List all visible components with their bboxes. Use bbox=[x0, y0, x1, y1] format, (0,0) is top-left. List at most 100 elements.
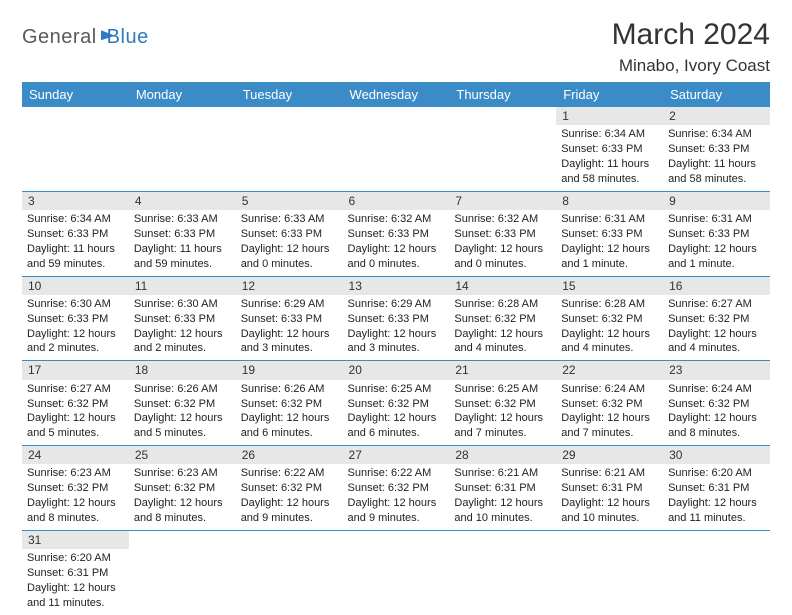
calendar-week-row: 31Sunrise: 6:20 AMSunset: 6:31 PMDayligh… bbox=[22, 530, 770, 614]
calendar-day-cell: 3Sunrise: 6:34 AMSunset: 6:33 PMDaylight… bbox=[22, 191, 129, 276]
sunset-line: Sunset: 6:32 PM bbox=[241, 397, 338, 412]
day-number-bar bbox=[449, 107, 556, 125]
day-number-bar bbox=[449, 531, 556, 549]
day-number: 2 bbox=[663, 107, 770, 125]
calendar-day-cell bbox=[556, 530, 663, 614]
calendar-day-cell: 19Sunrise: 6:26 AMSunset: 6:32 PMDayligh… bbox=[236, 361, 343, 446]
calendar-day-cell: 2Sunrise: 6:34 AMSunset: 6:33 PMDaylight… bbox=[663, 107, 770, 191]
sunset-line: Sunset: 6:32 PM bbox=[27, 397, 124, 412]
calendar-day-cell: 13Sunrise: 6:29 AMSunset: 6:33 PMDayligh… bbox=[343, 276, 450, 361]
sunrise-line: Sunrise: 6:23 AM bbox=[27, 466, 124, 481]
day-number: 14 bbox=[449, 277, 556, 295]
day-number: 13 bbox=[343, 277, 450, 295]
day-number: 15 bbox=[556, 277, 663, 295]
sunrise-line: Sunrise: 6:31 AM bbox=[668, 212, 765, 227]
day-number: 6 bbox=[343, 192, 450, 210]
sunrise-line: Sunrise: 6:24 AM bbox=[561, 382, 658, 397]
day-content: Sunrise: 6:29 AMSunset: 6:33 PMDaylight:… bbox=[236, 295, 343, 360]
calendar-day-cell: 16Sunrise: 6:27 AMSunset: 6:32 PMDayligh… bbox=[663, 276, 770, 361]
calendar-day-cell bbox=[449, 530, 556, 614]
calendar-day-cell: 25Sunrise: 6:23 AMSunset: 6:32 PMDayligh… bbox=[129, 446, 236, 531]
weekday-header: Sunday bbox=[22, 82, 129, 107]
sunset-line: Sunset: 6:32 PM bbox=[454, 397, 551, 412]
calendar-day-cell: 18Sunrise: 6:26 AMSunset: 6:32 PMDayligh… bbox=[129, 361, 236, 446]
sunrise-line: Sunrise: 6:25 AM bbox=[348, 382, 445, 397]
calendar-week-row: 3Sunrise: 6:34 AMSunset: 6:33 PMDaylight… bbox=[22, 191, 770, 276]
day-content: Sunrise: 6:21 AMSunset: 6:31 PMDaylight:… bbox=[449, 464, 556, 529]
daylight-line: Daylight: 12 hours and 9 minutes. bbox=[241, 496, 338, 526]
calendar-day-cell: 1Sunrise: 6:34 AMSunset: 6:33 PMDaylight… bbox=[556, 107, 663, 191]
day-number-bar bbox=[129, 107, 236, 125]
calendar-day-cell: 28Sunrise: 6:21 AMSunset: 6:31 PMDayligh… bbox=[449, 446, 556, 531]
sunrise-line: Sunrise: 6:21 AM bbox=[561, 466, 658, 481]
weekday-header: Saturday bbox=[663, 82, 770, 107]
daylight-line: Daylight: 12 hours and 6 minutes. bbox=[348, 411, 445, 441]
day-number: 18 bbox=[129, 361, 236, 379]
calendar-week-row: 10Sunrise: 6:30 AMSunset: 6:33 PMDayligh… bbox=[22, 276, 770, 361]
sunset-line: Sunset: 6:32 PM bbox=[241, 481, 338, 496]
calendar-day-cell bbox=[663, 530, 770, 614]
calendar-day-cell: 26Sunrise: 6:22 AMSunset: 6:32 PMDayligh… bbox=[236, 446, 343, 531]
day-number: 16 bbox=[663, 277, 770, 295]
day-number: 26 bbox=[236, 446, 343, 464]
day-content: Sunrise: 6:33 AMSunset: 6:33 PMDaylight:… bbox=[129, 210, 236, 275]
day-number-bar bbox=[343, 531, 450, 549]
day-number: 5 bbox=[236, 192, 343, 210]
calendar-day-cell: 15Sunrise: 6:28 AMSunset: 6:32 PMDayligh… bbox=[556, 276, 663, 361]
sunrise-line: Sunrise: 6:29 AM bbox=[348, 297, 445, 312]
daylight-line: Daylight: 12 hours and 4 minutes. bbox=[561, 327, 658, 357]
day-number-bar bbox=[663, 531, 770, 549]
sunset-line: Sunset: 6:32 PM bbox=[561, 397, 658, 412]
calendar-table: SundayMondayTuesdayWednesdayThursdayFrid… bbox=[22, 82, 770, 615]
sunrise-line: Sunrise: 6:33 AM bbox=[241, 212, 338, 227]
sunrise-line: Sunrise: 6:21 AM bbox=[454, 466, 551, 481]
day-content: Sunrise: 6:20 AMSunset: 6:31 PMDaylight:… bbox=[22, 549, 129, 614]
day-number: 24 bbox=[22, 446, 129, 464]
sunrise-line: Sunrise: 6:20 AM bbox=[668, 466, 765, 481]
brand-logo: General Blue bbox=[22, 26, 149, 49]
day-number: 17 bbox=[22, 361, 129, 379]
sunset-line: Sunset: 6:33 PM bbox=[241, 312, 338, 327]
sunrise-line: Sunrise: 6:28 AM bbox=[454, 297, 551, 312]
day-content: Sunrise: 6:27 AMSunset: 6:32 PMDaylight:… bbox=[22, 380, 129, 445]
day-number: 19 bbox=[236, 361, 343, 379]
sunset-line: Sunset: 6:33 PM bbox=[134, 312, 231, 327]
day-content: Sunrise: 6:28 AMSunset: 6:32 PMDaylight:… bbox=[449, 295, 556, 360]
calendar-day-cell bbox=[22, 107, 129, 191]
calendar-day-cell bbox=[343, 107, 450, 191]
calendar-day-cell: 17Sunrise: 6:27 AMSunset: 6:32 PMDayligh… bbox=[22, 361, 129, 446]
sunset-line: Sunset: 6:33 PM bbox=[561, 142, 658, 157]
daylight-line: Daylight: 12 hours and 0 minutes. bbox=[241, 242, 338, 272]
day-content: Sunrise: 6:29 AMSunset: 6:33 PMDaylight:… bbox=[343, 295, 450, 360]
day-content: Sunrise: 6:34 AMSunset: 6:33 PMDaylight:… bbox=[22, 210, 129, 275]
sunset-line: Sunset: 6:33 PM bbox=[27, 312, 124, 327]
daylight-line: Daylight: 12 hours and 9 minutes. bbox=[348, 496, 445, 526]
month-title: March 2024 bbox=[612, 18, 770, 52]
calendar-day-cell: 14Sunrise: 6:28 AMSunset: 6:32 PMDayligh… bbox=[449, 276, 556, 361]
sunrise-line: Sunrise: 6:29 AM bbox=[241, 297, 338, 312]
calendar-body: 1 Sunrise: 6:34 AMSunset: 6:33 PMDaylight… bbox=[22, 107, 770, 615]
day-content: Sunrise: 6:24 AMSunset: 6:32 PMDaylight:… bbox=[556, 380, 663, 445]
sunset-line: Sunset: 6:33 PM bbox=[348, 312, 445, 327]
weekday-header: Thursday bbox=[449, 82, 556, 107]
day-number-bar bbox=[22, 107, 129, 125]
day-number: 1 bbox=[556, 107, 663, 125]
day-number: 31 bbox=[22, 531, 129, 549]
sunset-line: Sunset: 6:32 PM bbox=[27, 481, 124, 496]
day-content: Sunrise: 6:32 AMSunset: 6:33 PMDaylight:… bbox=[343, 210, 450, 275]
day-number: 20 bbox=[343, 361, 450, 379]
daylight-line: Daylight: 12 hours and 0 minutes. bbox=[454, 242, 551, 272]
sunrise-line: Sunrise: 6:30 AM bbox=[134, 297, 231, 312]
day-content: Sunrise: 6:30 AMSunset: 6:33 PMDaylight:… bbox=[22, 295, 129, 360]
sunset-line: Sunset: 6:33 PM bbox=[27, 227, 124, 242]
day-content: Sunrise: 6:32 AMSunset: 6:33 PMDaylight:… bbox=[449, 210, 556, 275]
day-number: 28 bbox=[449, 446, 556, 464]
sunrise-line: Sunrise: 6:32 AM bbox=[454, 212, 551, 227]
day-number: 22 bbox=[556, 361, 663, 379]
calendar-day-cell: 21Sunrise: 6:25 AMSunset: 6:32 PMDayligh… bbox=[449, 361, 556, 446]
sunset-line: Sunset: 6:32 PM bbox=[348, 481, 445, 496]
sunset-line: Sunset: 6:32 PM bbox=[668, 397, 765, 412]
daylight-line: Daylight: 12 hours and 8 minutes. bbox=[668, 411, 765, 441]
sunset-line: Sunset: 6:33 PM bbox=[454, 227, 551, 242]
calendar-day-cell bbox=[236, 107, 343, 191]
